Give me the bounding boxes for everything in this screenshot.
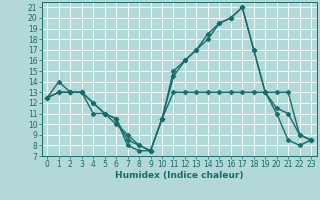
- X-axis label: Humidex (Indice chaleur): Humidex (Indice chaleur): [115, 171, 244, 180]
